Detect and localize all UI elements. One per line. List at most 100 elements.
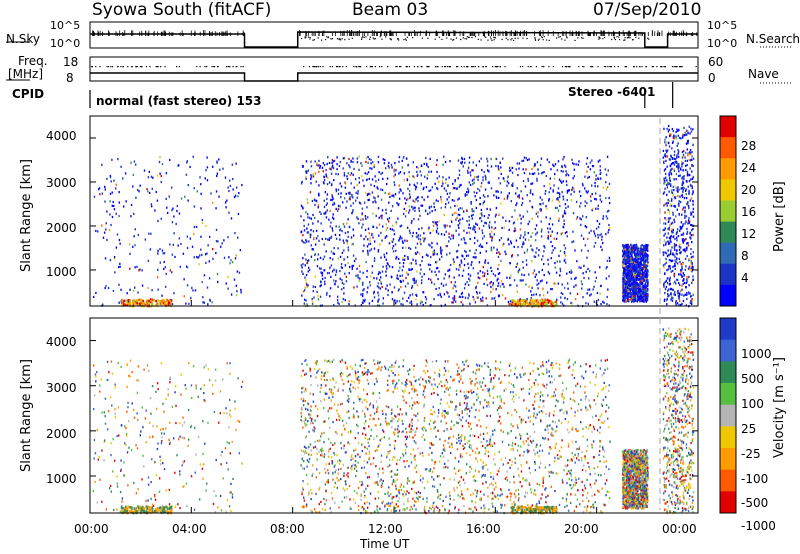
power-scatter-cell xyxy=(95,291,97,295)
power-scatter-cell xyxy=(330,235,333,238)
power-scatter-cell xyxy=(683,187,685,190)
nsearch-dot xyxy=(330,38,332,40)
power-scatter-cell xyxy=(426,164,428,167)
power-scatter-cell xyxy=(690,256,693,259)
power-scatter-cell xyxy=(493,194,495,197)
power-scatter-cell xyxy=(521,245,523,249)
power-scatter-cell xyxy=(496,251,498,255)
power-scatter-cell xyxy=(409,231,411,235)
nsearch-dot xyxy=(405,39,407,41)
power-scatter-cell xyxy=(312,175,315,178)
power-scatter-cell xyxy=(664,138,666,141)
power-scatter-cell xyxy=(444,224,447,227)
power-scatter-cell xyxy=(408,171,410,174)
power-scatter-cell xyxy=(664,222,667,225)
power-scatter-cell xyxy=(341,288,343,291)
power-scatter-cell xyxy=(241,183,243,187)
power-scatter-cell xyxy=(679,269,682,272)
power-scatter-cell xyxy=(519,279,522,282)
power-scatter-cell xyxy=(639,254,642,257)
power-scatter-cell xyxy=(639,250,641,253)
power-scatter-cell xyxy=(165,272,167,276)
power-scatter-cell xyxy=(516,263,518,267)
power-scatter-cell xyxy=(436,187,439,191)
power-scatter-cell xyxy=(326,272,329,275)
power-scatter-cell xyxy=(233,278,236,281)
power-scatter-cell xyxy=(413,206,415,209)
power-scatter-cell xyxy=(667,242,670,246)
power-scatter-cell xyxy=(372,212,374,215)
xtick-0000: 00:00 xyxy=(74,522,109,536)
power-scatter-cell xyxy=(662,264,665,267)
power-scatter-cell xyxy=(338,302,340,306)
power-scatter-cell xyxy=(119,242,121,245)
power-scatter-cell xyxy=(633,296,635,299)
power-scatter-cell xyxy=(573,190,575,193)
power-scatter-cell xyxy=(666,155,668,158)
power-scatter-cell xyxy=(633,266,635,269)
power-scatter-cell xyxy=(444,160,447,164)
power-scatter-cell xyxy=(477,296,479,299)
power-scatter-cell xyxy=(415,252,417,256)
power-scatter-cell xyxy=(310,255,313,258)
power-scatter-cell xyxy=(463,238,466,241)
power-scatter-cell xyxy=(631,282,633,286)
power-scatter-cell xyxy=(676,278,679,282)
power-scatter-cell xyxy=(375,180,377,183)
power-scatter-cell xyxy=(677,134,679,137)
power-scatter-cell xyxy=(643,291,645,295)
power-scatter-cell xyxy=(508,303,510,306)
power-scatter-cell xyxy=(308,268,311,271)
power-scatter-cell xyxy=(642,298,644,301)
nave-dot xyxy=(519,66,522,68)
power-scatter-cell xyxy=(593,300,596,303)
power-scatter-cell xyxy=(394,173,397,176)
power-scatter-cell xyxy=(549,187,552,190)
power-scatter-cell xyxy=(492,282,494,285)
power-scatter-cell xyxy=(664,263,666,266)
power-scatter-cell xyxy=(631,246,633,249)
power-scatter-cell xyxy=(548,198,550,201)
power-scatter-cell xyxy=(688,217,690,220)
power-scatter-cell xyxy=(595,207,597,210)
power-scatter-cell xyxy=(537,215,539,218)
power-scatter-cell xyxy=(403,291,406,294)
power-scatter-cell xyxy=(635,268,637,271)
power-scatter-cell xyxy=(471,179,474,182)
power-scatter-cell xyxy=(403,179,406,182)
power-scatter-cell xyxy=(521,197,524,200)
power-scatter-cell xyxy=(187,183,190,187)
power-scatter-cell xyxy=(485,250,487,253)
power-scatter-cell xyxy=(594,181,596,185)
power-scatter-cell xyxy=(631,295,634,298)
power-scatter-cell xyxy=(149,248,152,251)
power-scatter-cell xyxy=(472,169,474,172)
power-scatter-cell xyxy=(395,257,397,260)
power-scatter-cell xyxy=(626,297,628,300)
power-scatter-cell xyxy=(148,191,151,195)
power-scatter-cell xyxy=(636,263,638,266)
power-scatter-cell xyxy=(636,292,639,296)
power-scatter-cell xyxy=(562,170,564,173)
power-scatter-cell xyxy=(163,267,165,271)
power-scatter-cell xyxy=(377,282,380,285)
power-scatter-cell xyxy=(497,165,499,168)
power-scatter-cell xyxy=(562,198,565,201)
power-scatter-cell xyxy=(481,296,484,299)
power-scatter-cell xyxy=(640,299,642,303)
power-scatter-cell xyxy=(681,156,684,159)
power-scatter-cell xyxy=(323,199,326,202)
power-scatter-cell xyxy=(410,300,413,303)
power-scatter-cell xyxy=(640,266,642,269)
power-scatter-cell xyxy=(404,239,406,242)
power-scatter-cell xyxy=(550,168,552,171)
power-scatter-cell xyxy=(681,194,683,197)
power-scatter-cell xyxy=(623,269,625,273)
power-scatter-cell xyxy=(488,226,491,229)
nave-dot xyxy=(312,66,314,68)
power-scatter-cell xyxy=(104,257,107,260)
power-scatter-cell xyxy=(134,266,136,269)
power-scatter-cell xyxy=(394,299,396,302)
power-scatter-cell xyxy=(465,250,467,254)
power-scatter-cell xyxy=(189,237,192,240)
